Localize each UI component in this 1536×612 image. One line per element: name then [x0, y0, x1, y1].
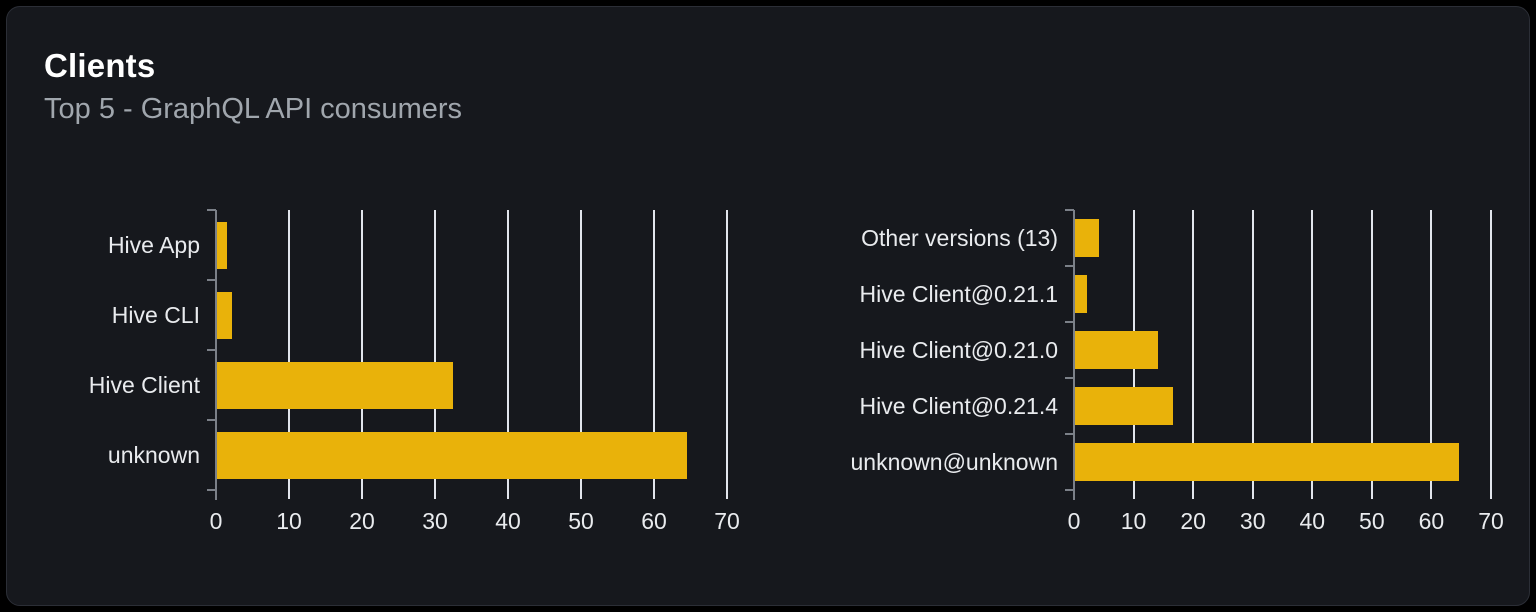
- x-axis-tick-10: [1132, 490, 1135, 499]
- y-axis-tick: [207, 419, 216, 421]
- x-axis-label-0: 0: [1067, 508, 1081, 534]
- gridline-10: [288, 210, 290, 490]
- card-subtitle: Top 5 - GraphQL API consumers: [44, 93, 463, 125]
- y-axis-tick: [207, 489, 216, 491]
- x-axis-label-70: 70: [714, 508, 740, 534]
- bar-hive-client[interactable]: [217, 361, 453, 409]
- x-axis-tick-30: [1251, 490, 1254, 499]
- bar-hive-client-0-21-1[interactable]: [1075, 275, 1087, 313]
- x-axis-tick-70: [726, 490, 728, 499]
- gridline-70: [726, 210, 728, 490]
- x-axis-tick-20: [1192, 490, 1195, 499]
- gridline-20: [1192, 210, 1195, 490]
- x-axis-label-10: 10: [276, 508, 302, 534]
- bar-hive-app[interactable]: [217, 221, 228, 269]
- y-axis-label-hive-app: Hive App: [107, 232, 200, 258]
- x-axis-label-30: 30: [1239, 508, 1266, 534]
- x-axis-label-50: 50: [1359, 508, 1385, 534]
- x-axis-label-50: 50: [568, 508, 594, 534]
- y-axis-label-other-versions-13: Other versions (13): [861, 225, 1058, 251]
- gridline-40: [1311, 210, 1314, 490]
- y-axis-tick: [1065, 265, 1074, 267]
- x-axis-label-10: 10: [1120, 508, 1147, 534]
- x-axis-tick-40: [507, 490, 509, 499]
- gridline-30: [1251, 210, 1254, 490]
- x-axis-tick-60: [653, 490, 655, 499]
- gridline-50: [580, 210, 582, 490]
- x-axis-label-70: 70: [1478, 508, 1504, 534]
- y-axis-label-hive-cli: Hive CLI: [111, 302, 200, 328]
- gridline-60: [653, 210, 655, 490]
- y-axis-line: [215, 210, 217, 500]
- y-axis-tick: [207, 279, 216, 281]
- y-axis-line: [1073, 210, 1075, 500]
- x-axis-label-20: 20: [1180, 508, 1206, 534]
- bar-hive-client-0-21-4[interactable]: [1075, 387, 1174, 425]
- y-axis-tick: [207, 349, 216, 351]
- x-axis-tick-10: [288, 490, 290, 499]
- y-axis-tick: [1065, 433, 1074, 435]
- bar-hive-cli[interactable]: [217, 291, 232, 339]
- x-axis-tick-20: [361, 490, 363, 499]
- x-axis-tick-40: [1311, 490, 1314, 499]
- card-title: Clients: [44, 47, 156, 84]
- clients-by-version-chart: 0 10 20 30 40 50 60 70 Other versions (13) Hive C…: [7, 7, 1529, 605]
- bar-hive-client-0-21-0[interactable]: [1075, 331, 1158, 369]
- x-axis-label-20: 20: [349, 508, 375, 534]
- x-axis-label-60: 60: [1418, 508, 1445, 534]
- y-axis-tick: [1065, 377, 1074, 379]
- y-axis-label-unknown-unknown: unknown@unknown: [850, 449, 1058, 475]
- gridline-40: [507, 210, 509, 490]
- clients-card: Clients Top 5 - GraphQL API consumers 0 1…: [6, 6, 1530, 606]
- gridline-50: [1370, 210, 1373, 490]
- y-axis-tick: [207, 209, 216, 211]
- x-axis-label-60: 60: [641, 508, 667, 534]
- y-axis-label-unknown: unknown: [107, 442, 200, 468]
- x-axis-label-0: 0: [209, 508, 223, 534]
- x-axis-label-40: 40: [1299, 508, 1326, 534]
- y-axis-label-hive-client-0-21-1: Hive Client@0.21.1: [859, 281, 1059, 307]
- y-axis-label-hive-client-0-21-4: Hive Client@0.21.4: [859, 393, 1059, 419]
- bar-unknown[interactable]: [217, 431, 688, 479]
- x-axis-tick-60: [1430, 490, 1433, 499]
- gridline-30: [434, 210, 436, 490]
- y-axis-label-hive-client: Hive Client: [88, 372, 200, 398]
- x-axis-tick-50: [580, 490, 582, 499]
- y-axis-tick: [1065, 321, 1074, 323]
- bar-other-versions-13[interactable]: [1075, 219, 1099, 257]
- x-axis-tick-70: [1490, 490, 1492, 499]
- y-axis-tick: [1065, 489, 1074, 491]
- bar-unknown-unknown[interactable]: [1075, 443, 1460, 481]
- gridline-70: [1490, 210, 1492, 490]
- y-axis-tick: [1065, 209, 1074, 211]
- clients-by-name-chart: 0 10 20 30 40 50 60 70 Hive App Hive CLI Hive Clie…: [7, 7, 1529, 605]
- x-axis-tick-30: [434, 490, 436, 499]
- x-axis-tick-50: [1370, 490, 1373, 499]
- x-axis-label-40: 40: [495, 508, 521, 534]
- gridline-20: [361, 210, 363, 490]
- gridline-60: [1430, 210, 1433, 490]
- x-axis-label-30: 30: [422, 508, 448, 534]
- y-axis-label-hive-client-0-21-0: Hive Client@0.21.0: [859, 337, 1059, 363]
